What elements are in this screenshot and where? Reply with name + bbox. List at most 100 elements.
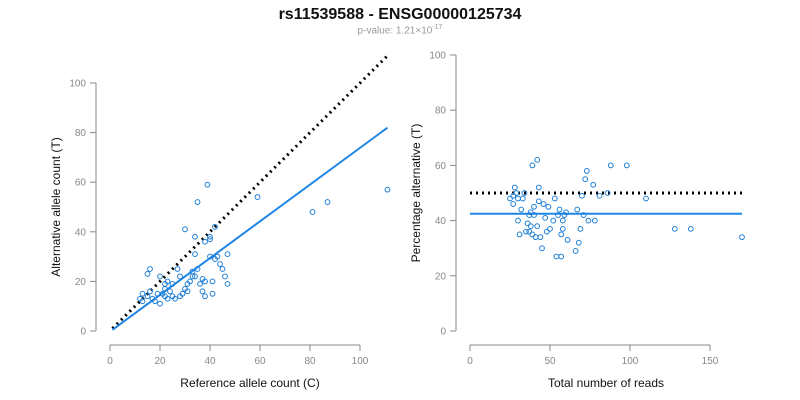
data-point <box>152 298 158 305</box>
p-value-exponent: -17 <box>432 24 443 31</box>
chart-subtitle: p-value: 1.21×10-17 <box>0 24 800 36</box>
data-point <box>184 288 191 295</box>
x-axis-title: Reference allele count (C) <box>180 376 319 390</box>
x-tick-label: 0 <box>107 356 113 367</box>
data-point <box>550 217 557 224</box>
data-point <box>169 280 176 287</box>
data-point <box>540 201 547 207</box>
data-point <box>174 266 181 272</box>
data-point <box>224 280 231 287</box>
data-point <box>555 212 561 218</box>
data-point <box>217 261 223 267</box>
data-point <box>157 300 163 307</box>
data-point <box>189 268 196 275</box>
data-point <box>254 194 261 200</box>
data-point <box>179 290 186 297</box>
data-point <box>542 214 549 221</box>
data-point <box>579 192 585 199</box>
chart-title: rs11539588 - ENSG00000125734 <box>278 6 522 23</box>
data-point <box>596 192 603 199</box>
data-point <box>162 285 168 292</box>
data-point <box>531 203 537 210</box>
data-point <box>224 251 231 258</box>
data-point <box>199 288 206 295</box>
data-point <box>139 290 146 297</box>
data-point <box>202 278 208 285</box>
data-point <box>194 266 201 272</box>
data-point <box>535 184 542 191</box>
y-axis-title: Alternative allele count (T) <box>49 137 63 276</box>
data-point <box>643 195 649 202</box>
data-point <box>556 206 563 213</box>
x-tick-label: 100 <box>352 356 369 367</box>
y-tick-label: 40 <box>435 216 447 227</box>
data-point <box>577 225 584 232</box>
data-point <box>564 237 571 243</box>
data-point <box>139 298 146 305</box>
data-point <box>607 162 614 169</box>
data-point <box>537 234 544 241</box>
data-point <box>507 195 513 202</box>
y-tick-label: 0 <box>440 327 446 338</box>
y-tick-label: 20 <box>435 271 447 282</box>
data-point <box>687 225 694 232</box>
data-point <box>591 217 598 224</box>
data-point <box>539 245 545 252</box>
data-point <box>167 288 173 295</box>
x-tick-label: 60 <box>254 356 266 367</box>
data-point <box>192 233 198 240</box>
data-point <box>529 162 536 169</box>
data-point <box>583 168 590 174</box>
x-axis-title: Total number of reads <box>548 376 664 390</box>
data-point <box>144 271 151 277</box>
data-point <box>575 239 582 246</box>
data-point <box>543 228 550 235</box>
x-tick-label: 50 <box>544 356 556 367</box>
x-tick-label: 20 <box>154 356 166 367</box>
data-point <box>563 209 569 216</box>
data-point <box>219 266 226 272</box>
data-point <box>187 278 193 285</box>
data-point <box>172 295 178 302</box>
data-point <box>558 253 565 260</box>
data-point <box>197 280 203 287</box>
data-point <box>518 206 525 213</box>
data-point <box>519 195 526 202</box>
data-point <box>144 293 151 300</box>
data-point <box>604 190 611 196</box>
data-point <box>535 198 542 205</box>
data-point <box>572 248 579 254</box>
data-point <box>529 231 536 238</box>
data-point <box>192 251 198 258</box>
data-point <box>511 184 518 191</box>
data-point <box>523 228 529 235</box>
reference-dotted-line <box>111 54 389 330</box>
data-point <box>585 217 592 224</box>
data-point <box>147 266 153 272</box>
allele-count-scatter-panel: 0 20 40 60 80 100 0 20 40 60 80 100 Reference allele… <box>49 54 391 390</box>
data-point <box>545 203 552 210</box>
data-point <box>513 190 520 196</box>
data-point <box>192 273 198 280</box>
data-point <box>324 199 331 205</box>
x-tick-label: 40 <box>204 356 216 367</box>
data-point <box>527 223 534 230</box>
y-tick-label: 40 <box>75 227 87 238</box>
data-point <box>521 190 528 196</box>
data-point <box>531 212 537 218</box>
data-point <box>551 195 558 202</box>
data-point <box>384 186 391 193</box>
x-tick-label: 0 <box>467 356 473 367</box>
data-point <box>526 228 533 235</box>
y-tick-label: 80 <box>75 128 87 139</box>
x-tick-label: 100 <box>622 356 639 367</box>
data-point <box>182 226 188 233</box>
data-point <box>147 288 153 295</box>
data-point <box>194 199 201 205</box>
data-point <box>209 278 216 285</box>
data-point <box>623 162 630 169</box>
data-point <box>532 234 539 241</box>
data-point <box>209 290 216 297</box>
percentage-alternative-scatter-panel: 0 20 40 60 80 100 0 50 100 150 Total number of rea… <box>409 51 745 390</box>
